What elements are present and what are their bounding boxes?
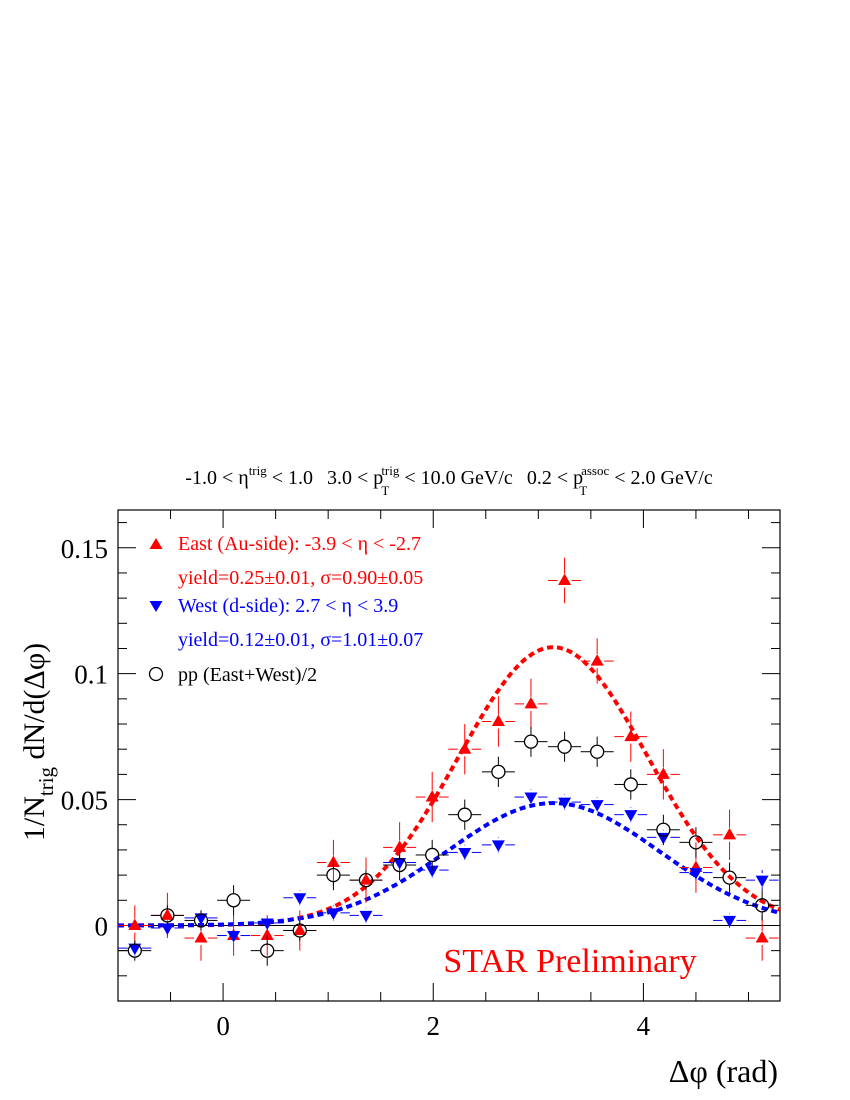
- legend-east-marker: [149, 538, 163, 549]
- fit-curve-0: [118, 645, 781, 928]
- x-tick-label: 0: [216, 1011, 230, 1041]
- east-point: [194, 931, 208, 943]
- y-tick-label: 0.15: [61, 534, 108, 564]
- west-point: [393, 858, 407, 870]
- legend-east-label: East (Au-side): -3.9 < η < -2.7: [178, 533, 421, 555]
- pp-point: [557, 739, 572, 754]
- east-point: [128, 918, 142, 930]
- west-point: [723, 915, 737, 928]
- y-tick-label: 0.05: [61, 786, 108, 816]
- west-point: [491, 840, 505, 852]
- west-point: [624, 810, 638, 822]
- east-point: [558, 573, 572, 586]
- west-point: [558, 797, 572, 810]
- pp-point: [260, 943, 275, 958]
- west-point: [128, 943, 142, 956]
- pp-point: [590, 744, 605, 759]
- title-eta-hi: < 1.0: [267, 467, 313, 489]
- pp-point: [160, 908, 175, 923]
- points-layer: [118, 557, 779, 966]
- title-pt-hi: < 10.0 GeV/c: [399, 467, 513, 489]
- pp-point: [722, 870, 737, 885]
- fit-curve-1: [118, 801, 781, 928]
- pp-point: [292, 923, 307, 938]
- legend-west-marker: [149, 601, 163, 612]
- east-point: [293, 923, 307, 935]
- pp-point: [688, 835, 704, 850]
- west-point: [160, 923, 174, 935]
- pp-point: [754, 898, 770, 913]
- x-tick-label: 2: [426, 1011, 440, 1041]
- legend-west-label: West (d-side): 2.7 < η < 3.9: [178, 595, 398, 617]
- east-point: [260, 928, 274, 941]
- west-point: [326, 908, 340, 920]
- title-pt-lo: 3.0 < p: [327, 467, 383, 489]
- west-point: [425, 865, 439, 878]
- pp-point: [457, 807, 472, 822]
- legend-west-fit: yield=0.12±0.01, σ=1.01±0.07: [178, 629, 423, 651]
- ylabel-b: dN/d(Δφ): [18, 643, 51, 767]
- west-point: [755, 875, 769, 888]
- east-point: [458, 742, 472, 754]
- y-tick-label: 0: [95, 911, 109, 941]
- east-point: [393, 840, 407, 852]
- pp-point: [226, 893, 241, 908]
- west-point: [359, 910, 373, 923]
- legend-pp-label: pp (East+West)/2: [178, 664, 317, 686]
- pp-point: [358, 872, 374, 888]
- title-assoc-hi: < 2.0 GeV/c: [609, 467, 713, 489]
- east-point: [524, 696, 538, 709]
- title-eta-lo: -1.0 < η: [185, 467, 248, 489]
- title-eta-sup: trig: [249, 463, 268, 478]
- star-preliminary-watermark: STAR Preliminary: [443, 943, 696, 980]
- west-point: [260, 918, 274, 930]
- pp-point: [523, 734, 539, 749]
- x-tick-label: 4: [637, 1011, 651, 1041]
- y-tick-label: 0.1: [74, 660, 108, 690]
- legend-pp-marker: [148, 666, 164, 682]
- pp-point: [656, 822, 671, 837]
- west-point: [689, 868, 703, 880]
- fit-layer: [118, 645, 781, 928]
- legend-east-fit: yield=0.25±0.01, σ=0.90±0.05: [178, 567, 423, 589]
- pp-point: [127, 943, 142, 958]
- ylabel-a: 1/N: [18, 796, 51, 841]
- pp-point: [193, 913, 209, 928]
- title-assoc-sup: assoc: [581, 463, 609, 478]
- east-point: [359, 873, 373, 885]
- pp-point: [425, 847, 440, 863]
- west-point: [524, 792, 538, 805]
- east-point: [723, 827, 737, 840]
- east-point: [160, 908, 174, 920]
- title-pt-sub: T: [381, 483, 389, 498]
- west-point: [458, 847, 472, 860]
- plot-frame: [117, 509, 781, 1002]
- east-point: [425, 790, 439, 802]
- east-point: [590, 654, 604, 666]
- pp-point: [491, 764, 506, 780]
- east-point: [624, 729, 638, 742]
- east-point: [656, 767, 670, 779]
- pp-point: [326, 867, 341, 883]
- east-point: [755, 931, 769, 943]
- title-pt-sup: trig: [381, 463, 400, 478]
- west-point: [293, 893, 307, 905]
- chart-title: -1.0 < ηtrig < 1.0 3.0 < ptrig T < 10.0 Ge…: [185, 463, 713, 498]
- pp-point: [623, 777, 638, 792]
- x-axis-label: Δφ (rad): [669, 1053, 778, 1089]
- legend: East (Au-side): -3.9 < η < -2.7 yield=0.…: [148, 533, 423, 686]
- title-assoc-lo: 0.2 < p: [527, 467, 583, 489]
- title-assoc-sub: T: [579, 483, 587, 498]
- east-point: [491, 714, 505, 727]
- ylabel-sub: trig: [34, 766, 58, 796]
- y-axis-label: 1/Ntrig dN/d(Δφ): [18, 643, 58, 841]
- pp-point: [392, 857, 407, 873]
- west-point: [590, 800, 604, 812]
- axes-layer: 0 2 4 0 0.05 0.1 0.15: [61, 510, 780, 1041]
- west-point: [194, 913, 208, 925]
- west-point: [227, 931, 241, 943]
